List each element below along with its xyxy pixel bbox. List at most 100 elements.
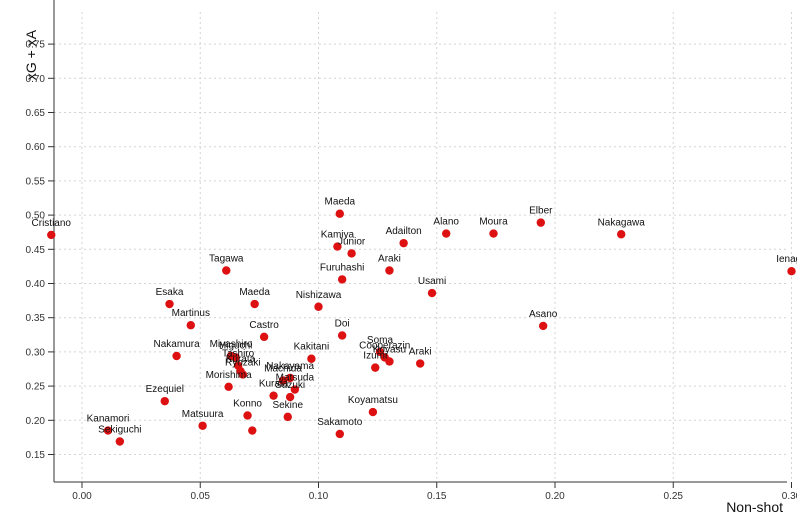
point-label: Nakayama xyxy=(266,361,314,372)
x-tick-label: 0.25 xyxy=(664,491,684,502)
y-tick-label: 0.30 xyxy=(26,347,46,358)
data-point xyxy=(347,249,356,258)
data-point xyxy=(259,332,269,342)
data-point xyxy=(337,275,347,284)
data-point xyxy=(115,437,125,446)
point-label: Araki xyxy=(409,347,432,358)
data-point xyxy=(617,230,626,239)
point-label: Konno xyxy=(233,399,262,410)
data-point xyxy=(442,229,451,238)
point-label: Maeda xyxy=(324,197,355,208)
data-point xyxy=(238,370,248,379)
point-label: Koyasu xyxy=(373,344,406,355)
y-tick-label: 0.35 xyxy=(26,313,46,324)
data-point xyxy=(385,266,394,275)
data-point xyxy=(335,209,344,218)
point-label: Sekiguchi xyxy=(98,425,141,436)
point-label: Ienaga xyxy=(776,254,797,265)
point-label: Nakagawa xyxy=(598,217,646,228)
data-point xyxy=(250,299,259,309)
point-label: Kurata xyxy=(226,354,256,365)
y-tick-label: 0.15 xyxy=(26,450,46,461)
data-point xyxy=(307,354,316,363)
point-label: Alano xyxy=(433,217,459,228)
point-label: Miyashiro xyxy=(210,339,253,350)
point-label: Suzuki xyxy=(275,380,305,391)
point-label: Cristiano xyxy=(32,218,72,229)
point-label: Usami xyxy=(418,276,446,287)
point-label: Matsuura xyxy=(182,409,224,420)
point-label: Ryozaki xyxy=(225,357,261,368)
y-tick-label: 0.70 xyxy=(26,74,46,85)
point-label: Kamiya xyxy=(321,230,355,241)
x-tick-label: 0.10 xyxy=(309,491,329,502)
data-point xyxy=(536,218,546,227)
data-point xyxy=(231,353,240,362)
data-point xyxy=(224,382,233,391)
data-point xyxy=(290,385,300,394)
point-label: Araki xyxy=(378,254,401,265)
point-label: Ezequiel xyxy=(146,384,184,395)
y-tick-label: 0.55 xyxy=(26,176,46,187)
point-label: Soma xyxy=(367,335,394,346)
data-point xyxy=(787,266,796,276)
point-label: Morishima xyxy=(206,370,253,381)
data-point xyxy=(248,426,257,435)
data-point xyxy=(385,357,394,366)
y-tick-label: 0.75 xyxy=(26,40,46,51)
data-point xyxy=(278,376,288,385)
data-point xyxy=(269,391,278,400)
data-point xyxy=(415,359,425,368)
point-label: Maeda xyxy=(239,287,270,298)
point-label: Tashiro xyxy=(222,349,255,360)
y-tick-label: 0.40 xyxy=(26,279,46,290)
x-tick-label: 0.15 xyxy=(427,491,447,502)
data-point xyxy=(337,331,347,340)
point-label: Nakamura xyxy=(154,339,201,350)
point-label: Doi xyxy=(335,318,350,329)
y-tick-label: 0.20 xyxy=(26,416,46,427)
data-point xyxy=(243,411,252,420)
point-label: Kanamori xyxy=(87,414,130,425)
grid-lines xyxy=(54,12,792,482)
point-label: Tagawa xyxy=(209,254,244,265)
point-label: Machida xyxy=(264,364,302,375)
data-point xyxy=(47,230,56,240)
point-label: Koyamatsu xyxy=(348,395,398,406)
data-point xyxy=(335,429,344,439)
x-tick-label: 0.05 xyxy=(191,491,211,502)
data-point xyxy=(186,321,195,330)
point-label: Asano xyxy=(529,309,558,320)
data-point xyxy=(165,299,174,309)
point-label: Sakamoto xyxy=(317,417,362,428)
y-tick-label: 0.45 xyxy=(26,245,46,256)
x-axis-title: Non-shot xyxy=(726,499,783,515)
point-label: Castro xyxy=(249,320,279,331)
y-axis-title: xG + xA xyxy=(23,29,39,80)
data-point xyxy=(375,347,385,357)
data-point xyxy=(198,421,207,430)
point-label: Kakitani xyxy=(294,342,330,353)
point-label: Esaka xyxy=(156,287,184,298)
data-point xyxy=(371,363,380,372)
point-label: Kurata xyxy=(259,379,289,390)
data-point xyxy=(538,321,548,331)
point-label: Nishizawa xyxy=(296,290,342,301)
point-label: Moura xyxy=(479,217,508,228)
point-label: Júnior xyxy=(338,236,366,247)
data-point xyxy=(285,392,295,402)
x-tick-label: 0.00 xyxy=(72,491,92,502)
axes: -0.050.000.050.100.150.200.250.300.350.4… xyxy=(26,0,797,502)
point-label: Adailton xyxy=(386,226,422,237)
point-labels: MitomaCristianoMaedaAlanoElberNakagawaMo… xyxy=(32,197,797,436)
y-tick-label: 0.60 xyxy=(26,142,46,153)
data-point xyxy=(160,396,169,406)
point-label: Higuchi xyxy=(219,340,252,351)
point-label: Sekine xyxy=(272,400,303,411)
data-point xyxy=(222,266,231,275)
x-tick-label: 0.30 xyxy=(782,491,797,502)
data-point xyxy=(368,407,378,417)
point-label: Matsuda xyxy=(276,373,315,384)
data-point xyxy=(333,242,342,251)
